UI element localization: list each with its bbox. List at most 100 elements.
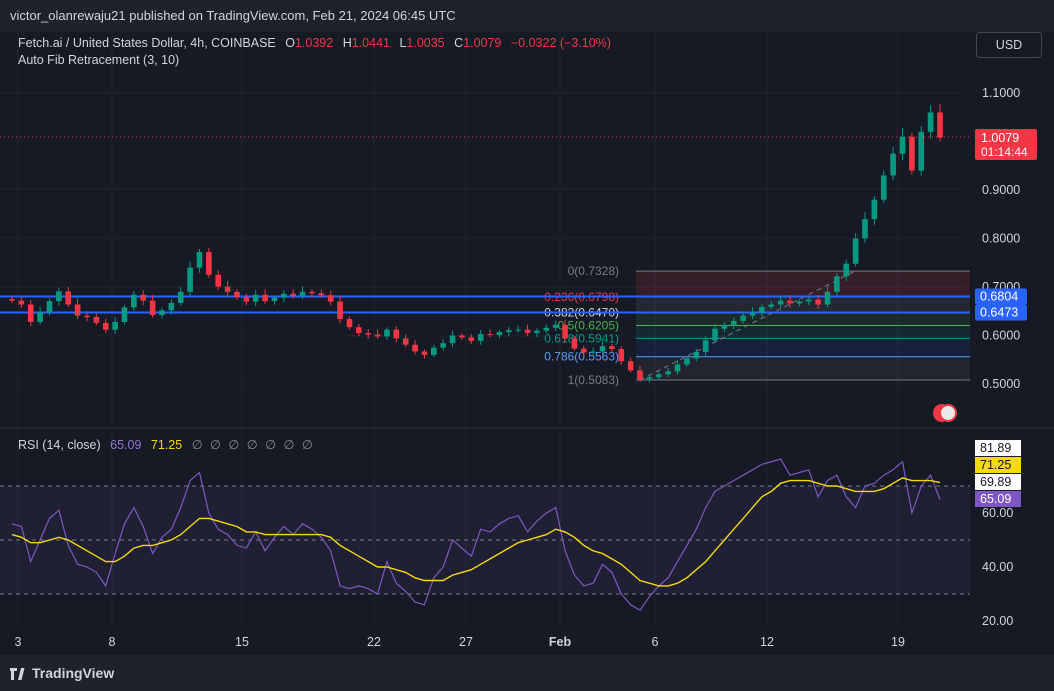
- candle-body: [637, 370, 643, 380]
- rsi-value: 65.09: [110, 438, 142, 452]
- candle-body: [46, 301, 53, 313]
- price-axis-tick: 1.1000: [982, 86, 1020, 100]
- open-label: O: [285, 36, 295, 50]
- bar-countdown: 01:14:44: [981, 145, 1028, 159]
- candle-body: [646, 377, 653, 380]
- candle-body: [252, 294, 259, 302]
- candle-body: [121, 307, 128, 322]
- rsi-axis-tick: 60.00: [982, 506, 1013, 520]
- candle-body: [890, 153, 896, 176]
- candle-body: [618, 349, 625, 362]
- candle-body: [356, 327, 362, 334]
- currency-button[interactable]: USD: [976, 32, 1042, 58]
- candle-body: [862, 219, 868, 239]
- candle-body: [421, 351, 428, 355]
- candle-body: [590, 351, 596, 353]
- candle-body: [318, 293, 325, 296]
- candle-body: [224, 286, 231, 292]
- time-axis-tick: 22: [367, 635, 381, 649]
- candle-body: [712, 328, 718, 341]
- candle-body: [149, 300, 156, 316]
- candle-body: [281, 293, 287, 298]
- candle-body: [599, 346, 606, 352]
- candle-body: [684, 358, 690, 365]
- time-axis-tick: 12: [760, 635, 774, 649]
- candle-body: [56, 291, 62, 302]
- candle-body: [346, 319, 353, 328]
- candle-body: [702, 340, 709, 352]
- candle-body: [37, 312, 43, 322]
- rsi-legend[interactable]: RSI (14, close) 65.09 71.25 ∅ ∅ ∅ ∅ ∅ ∅ …: [18, 437, 315, 452]
- candle-body: [749, 312, 756, 316]
- footer: [0, 655, 1054, 691]
- candle-body: [824, 291, 831, 305]
- fib-zone: [636, 296, 970, 313]
- rsi-axis-tick: 40.00: [982, 560, 1013, 574]
- candle-body: [9, 298, 15, 301]
- rsi-badge: [975, 440, 1021, 456]
- candle-body: [899, 136, 906, 154]
- candle-body: [196, 252, 203, 268]
- candle-body: [909, 136, 915, 171]
- fib-zone: [636, 338, 970, 357]
- candle-body: [843, 263, 850, 277]
- price-axis-tick: 0.9000: [982, 183, 1020, 197]
- candle-body: [524, 329, 531, 334]
- candle-body: [299, 291, 306, 296]
- candle-body: [852, 238, 859, 264]
- rsi-badge-value: 69.89: [980, 475, 1011, 489]
- fib-zone: [636, 312, 970, 326]
- indicator-legend[interactable]: Auto Fib Retracement (3, 10): [18, 53, 180, 67]
- candle-body: [365, 333, 372, 335]
- candle-body: [937, 112, 943, 138]
- rsi-label[interactable]: RSI (14, close): [18, 438, 101, 452]
- fib-level-label: 0.618(0.5941): [544, 331, 619, 345]
- high-value: 1.0441: [351, 36, 390, 50]
- close-label: C: [454, 36, 464, 50]
- level-price-value: 0.6804: [980, 290, 1018, 304]
- low-value: 1.0035: [406, 36, 445, 50]
- brand-name: TradingView: [32, 665, 115, 681]
- candle-body: [496, 332, 503, 336]
- candle-body: [271, 297, 278, 302]
- candle-body: [112, 321, 118, 330]
- candle-body: [721, 324, 728, 329]
- change-value: −0.0322 (−3.10%): [510, 36, 611, 50]
- rsi-axis-tick: 20.00: [982, 614, 1013, 628]
- candle-body: [402, 338, 409, 345]
- candle-body: [290, 293, 297, 296]
- price-axis-tick: 0.8000: [982, 232, 1020, 246]
- symbol-legend[interactable]: Fetch.ai / United States Dollar, 4h, COI…: [18, 36, 611, 50]
- level-price-value: 0.6473: [980, 306, 1018, 320]
- time-axis-tick: 3: [15, 635, 22, 649]
- candle-body: [412, 344, 418, 352]
- tradingview-logo-icon: [10, 668, 25, 681]
- level-price-badge: [975, 288, 1027, 305]
- candle-body: [309, 291, 315, 294]
- candle-body: [27, 304, 34, 322]
- candle-body: [609, 346, 615, 350]
- candle-body: [374, 334, 381, 337]
- symbol-name[interactable]: Fetch.ai / United States Dollar, 4h, COI…: [18, 36, 276, 50]
- candle-body: [740, 315, 746, 321]
- candle-body: [880, 175, 887, 200]
- candle-body: [552, 324, 559, 328]
- rsi-badge-value: 71.25: [980, 458, 1011, 472]
- candle-body: [777, 300, 784, 305]
- candle-body: [206, 252, 212, 275]
- publish-line: victor_olanrewaju21 published on Trading…: [10, 8, 456, 23]
- tradingview-logo[interactable]: TradingView: [10, 665, 114, 681]
- fib-level-label: 0(0.7328): [568, 264, 619, 278]
- candle-body: [440, 343, 447, 348]
- candle-body: [787, 300, 793, 304]
- candle-body: [65, 291, 72, 305]
- candle-body: [431, 347, 437, 355]
- candle-body: [871, 199, 878, 220]
- time-axis-tick: 8: [109, 635, 116, 649]
- high-label: H: [342, 36, 352, 50]
- candle-body: [468, 337, 475, 341]
- time-axis-tick: 6: [652, 635, 659, 649]
- candle-body: [327, 295, 334, 302]
- candle-body: [796, 301, 803, 304]
